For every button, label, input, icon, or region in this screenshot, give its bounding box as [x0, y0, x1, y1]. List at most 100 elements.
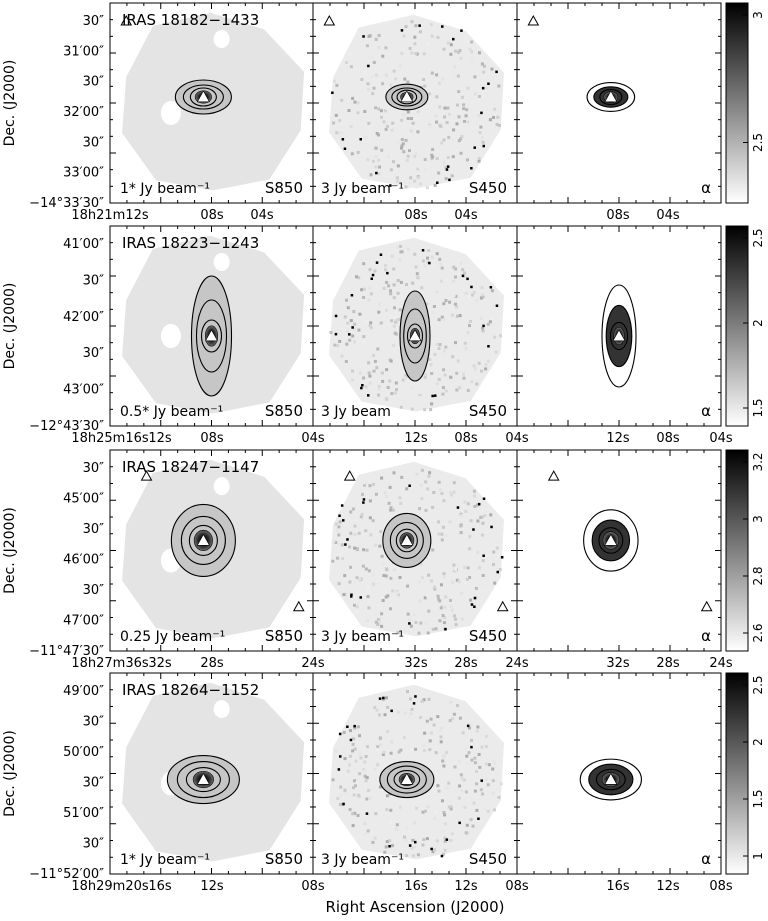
contour	[583, 509, 639, 572]
noise-pixel	[455, 371, 459, 375]
noise-pixel	[357, 531, 361, 535]
noise-contour-blob	[436, 181, 439, 184]
noise-pixel	[403, 375, 407, 379]
colorbar-tick-label: 2	[751, 319, 765, 327]
contour	[598, 527, 624, 554]
iras-position-marker	[612, 329, 626, 342]
y-axis-label: Dec. (J2000)	[2, 283, 18, 370]
noise-pixel	[377, 604, 381, 608]
open-triangle-marker	[140, 470, 153, 481]
contour	[185, 766, 221, 793]
noise-pixel	[456, 74, 460, 78]
s450-scale-label: 3 Jy beam⁻¹	[321, 181, 404, 197]
noise-contour-blob	[370, 277, 373, 280]
noise-pixel	[355, 781, 359, 784]
noise-pixel	[357, 367, 361, 371]
noise-contour-blob	[346, 538, 349, 541]
dec-tick-label: 50′00″	[63, 745, 104, 760]
noise-pixel	[463, 119, 466, 123]
dec-tick-label: −14°33′30″	[29, 196, 104, 211]
iras-position-marker	[604, 533, 618, 546]
noise-pixel	[367, 371, 371, 375]
noise-pixel	[490, 67, 494, 71]
ra-tick-label: 32s	[148, 656, 172, 671]
noise-pixel	[482, 64, 486, 68]
noise-pixel	[481, 521, 485, 525]
noise-pixel	[438, 599, 442, 603]
noise-pixel	[389, 576, 393, 580]
noise-pixel	[429, 408, 433, 412]
noise-pixel	[420, 468, 424, 472]
noise-pixel	[413, 179, 417, 183]
noise-pixel	[377, 385, 381, 389]
noise-pixel	[392, 160, 395, 164]
noise-pixel	[498, 568, 502, 572]
noise-pixel	[458, 49, 462, 52]
noise-pixel	[442, 852, 446, 856]
contour	[399, 290, 431, 382]
noise-pixel	[385, 368, 389, 372]
noise-pixel	[454, 567, 458, 571]
noise-pixel	[343, 757, 347, 761]
iras-position-marker	[604, 90, 618, 103]
noise-pixel	[468, 547, 472, 551]
noise-pixel	[344, 360, 348, 363]
noise-pixel	[449, 43, 453, 47]
noise-pixel	[460, 134, 464, 138]
noise-pixel	[457, 139, 461, 143]
noise-pixel	[439, 279, 443, 283]
panel-corner-label: S450	[469, 850, 507, 868]
noise-pixel	[473, 756, 477, 760]
noise-pixel	[362, 296, 366, 299]
noise-pixel	[481, 559, 485, 563]
noise-pixel	[437, 480, 441, 484]
noise-pixel	[338, 339, 342, 343]
noise-pixel	[352, 310, 356, 314]
noise-pixel	[464, 292, 468, 295]
noise-pixel	[478, 131, 482, 134]
noise-pixel	[475, 298, 479, 302]
noise-pixel	[362, 376, 366, 380]
noise-pixel	[462, 103, 466, 107]
noise-pixel	[473, 505, 477, 508]
ra-tick-label: 18h29m20s	[71, 879, 149, 894]
noise-pixel	[378, 619, 382, 623]
noise-pixel	[441, 386, 445, 390]
noise-pixel	[457, 115, 461, 119]
noise-pixel	[410, 20, 414, 24]
noise-pixel	[368, 324, 372, 328]
noise-pixel	[492, 323, 495, 327]
noise-pixel	[465, 39, 469, 43]
contour	[591, 519, 631, 562]
noise-pixel	[473, 75, 477, 79]
noise-pixel	[486, 359, 490, 363]
noise-pixel	[348, 808, 352, 812]
ra-tick-label: 08s	[200, 208, 224, 223]
noise-contour-blob	[482, 554, 485, 557]
iras-position-marker	[400, 90, 414, 103]
noise-pixel	[351, 812, 355, 816]
noise-pixel	[364, 779, 368, 783]
noise-pixel	[411, 838, 415, 842]
noise-pixel	[367, 139, 371, 143]
noise-pixel	[410, 387, 414, 390]
noise-pixel	[446, 156, 450, 159]
noise-contour-blob	[365, 812, 369, 815]
noise-pixel	[355, 275, 358, 279]
noise-pixel	[451, 608, 454, 612]
noise-pixel	[397, 750, 401, 754]
noise-pixel	[340, 98, 344, 102]
noise-pixel	[410, 117, 413, 121]
contour	[595, 768, 626, 791]
noise-pixel	[454, 789, 458, 793]
noise-pixel	[398, 496, 402, 500]
noise-pixel	[475, 136, 479, 140]
noise-pixel	[413, 252, 417, 256]
noise-pixel	[419, 562, 423, 566]
noise-pixel	[404, 185, 408, 189]
noise-pixel	[435, 120, 438, 124]
noise-pixel	[459, 151, 463, 155]
noise-pixel	[465, 823, 469, 827]
noise-pixel	[391, 589, 395, 593]
